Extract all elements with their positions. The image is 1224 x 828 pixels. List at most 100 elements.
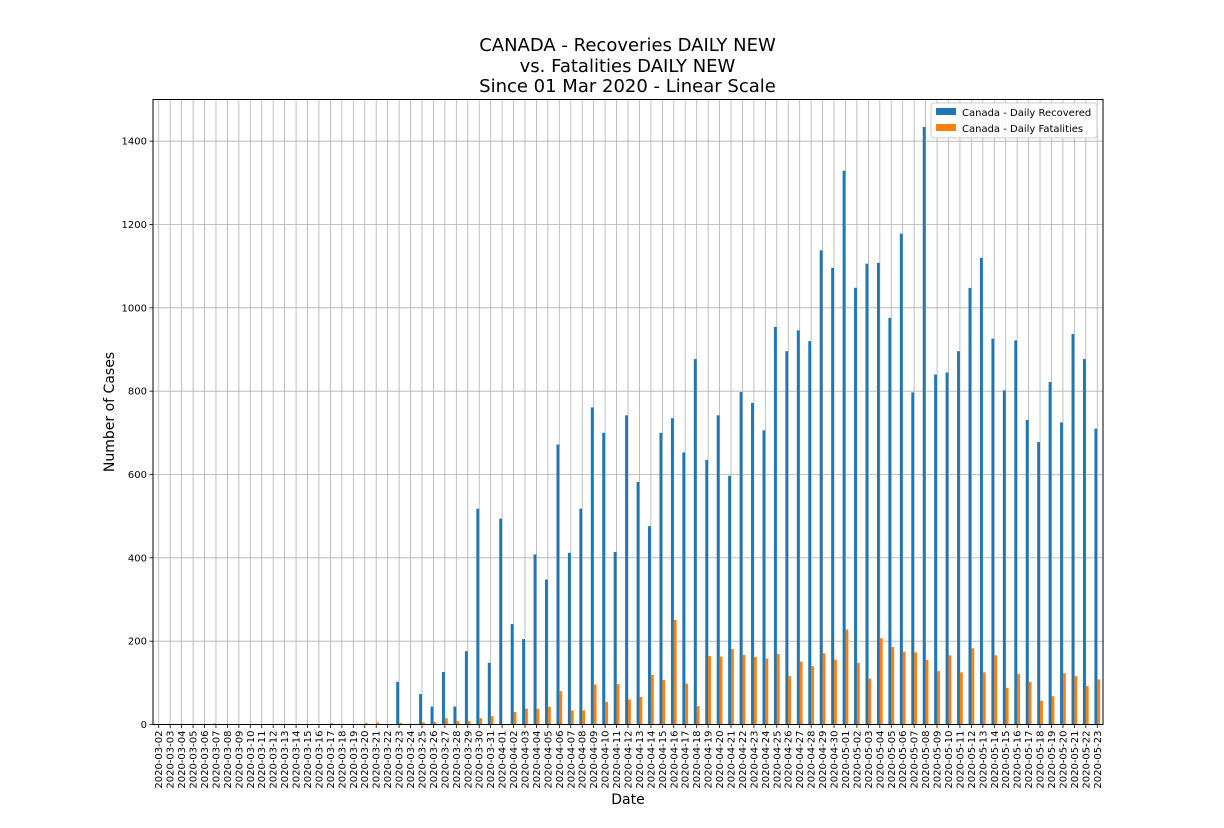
bar-fatalities xyxy=(914,652,918,725)
bar-recovered xyxy=(911,392,915,725)
bar-recovered xyxy=(934,374,938,725)
x-tick-label: 2020-03-16 xyxy=(314,731,325,789)
chart-title: CANADA - Recoveries DAILY NEW vs. Fatali… xyxy=(0,35,1224,98)
x-tick-label: 2020-04-22 xyxy=(738,731,749,789)
bar-recovered xyxy=(842,170,846,725)
legend-swatch-recovered xyxy=(936,108,956,115)
bar-recovered xyxy=(613,552,617,725)
bar-fatalities xyxy=(834,659,837,725)
bar-recovered xyxy=(670,418,674,725)
bar-recovered xyxy=(1002,390,1006,725)
bar-fatalities xyxy=(937,671,940,725)
bar-recovered xyxy=(556,444,560,725)
bar-fatalities xyxy=(868,678,872,725)
bar-fatalities xyxy=(330,723,334,725)
bar-recovered xyxy=(854,287,857,725)
y-tick-label: 200 xyxy=(128,637,147,648)
bar-fatalities xyxy=(467,721,471,725)
x-tick-label: 2020-04-10 xyxy=(601,731,612,789)
x-tick-label: 2020-03-19 xyxy=(349,731,360,789)
bar-recovered xyxy=(945,372,949,725)
bar-recovered xyxy=(693,359,697,725)
bar-fatalities xyxy=(1040,700,1043,725)
x-tick-label: 2020-04-07 xyxy=(566,731,577,789)
bar-recovered xyxy=(567,552,571,725)
bar-recovered xyxy=(773,327,777,725)
bar-fatalities xyxy=(982,672,986,725)
bar-fatalities xyxy=(685,683,689,725)
bar-fatalities xyxy=(902,651,906,725)
bar-recovered xyxy=(602,432,606,725)
chart-title-line-3: Since 01 Mar 2020 - Linear Scale xyxy=(479,76,776,97)
bar-recovered xyxy=(419,694,422,725)
bar-fatalities xyxy=(559,691,563,725)
bars xyxy=(213,127,1101,725)
bar-fatalities xyxy=(547,707,551,725)
x-tick-label: 2020-03-18 xyxy=(337,731,348,789)
bar-fatalities xyxy=(1028,682,1032,725)
x-tick-label: 2020-03-21 xyxy=(372,731,383,789)
bar-recovered xyxy=(796,330,800,725)
x-tick-label: 2020-03-22 xyxy=(383,731,394,789)
x-tick-label: 2020-05-21 xyxy=(1070,731,1081,789)
bar-recovered xyxy=(979,257,983,725)
x-tick-label: 2020-03-27 xyxy=(440,731,451,789)
bar-recovered xyxy=(762,430,766,725)
x-tick-label: 2020-04-29 xyxy=(818,731,829,789)
y-tick-label: 800 xyxy=(128,387,147,398)
bar-recovered xyxy=(831,267,835,725)
x-tick-label: 2020-05-02 xyxy=(852,731,863,789)
x-tick-label: 2020-04-16 xyxy=(669,731,680,789)
bar-recovered xyxy=(499,518,503,725)
bar-recovered xyxy=(510,624,514,725)
bar-recovered xyxy=(1060,422,1063,725)
bar-fatalities xyxy=(719,656,723,725)
x-tick-label: 2020-04-19 xyxy=(704,731,715,789)
x-tick-label: 2020-04-08 xyxy=(578,731,589,789)
x-tick-label: 2020-05-11 xyxy=(955,731,966,789)
x-tick-label: 2020-04-23 xyxy=(749,731,760,789)
bar-recovered xyxy=(396,682,400,725)
y-axis-label: Number of Cases xyxy=(102,352,118,472)
x-tick-label: 2020-04-04 xyxy=(532,731,543,789)
x-tick-label: 2020-03-17 xyxy=(326,731,337,789)
bar-fatalities xyxy=(1005,687,1009,725)
bar-recovered xyxy=(1037,442,1041,725)
bar-recovered xyxy=(476,508,480,725)
bar-fatalities xyxy=(1017,674,1021,725)
bar-recovered xyxy=(785,351,789,725)
bar-recovered xyxy=(522,639,525,725)
x-tick-label: 2020-04-27 xyxy=(795,731,806,789)
x-tick-label: 2020-03-11 xyxy=(257,731,268,789)
x-tick-label: 2020-04-28 xyxy=(807,731,818,789)
x-tick-label: 2020-04-18 xyxy=(692,731,703,789)
x-tick-label: 2020-05-05 xyxy=(887,731,898,789)
x-tick-label: 2020-03-25 xyxy=(417,731,428,789)
y-tick-label: 1200 xyxy=(122,220,147,231)
y-axis: 0 200 400 600 800 1000 1200 1400 xyxy=(122,137,153,731)
bar-recovered xyxy=(636,482,640,725)
legend: Canada - Daily Recovered Canada - Daily … xyxy=(930,102,1098,139)
bar-recovered xyxy=(876,262,880,725)
bar-fatalities xyxy=(513,712,517,725)
bar-fatalities xyxy=(845,629,849,725)
bar-fatalities xyxy=(856,662,860,725)
x-tick-label: 2020-05-08 xyxy=(921,731,932,789)
x-tick-label: 2020-04-09 xyxy=(589,731,600,789)
x-tick-label: 2020-04-13 xyxy=(635,731,646,789)
x-tick-label: 2020-04-01 xyxy=(498,731,509,789)
bar-recovered xyxy=(487,662,491,725)
bar-fatalities xyxy=(925,659,929,725)
x-tick-label: 2020-05-16 xyxy=(1013,731,1024,789)
x-tick-label: 2020-03-15 xyxy=(303,731,314,789)
bar-fatalities xyxy=(605,702,608,725)
x-tick-label: 2020-03-23 xyxy=(395,731,406,789)
x-tick-label: 2020-03-30 xyxy=(475,731,486,789)
bar-recovered xyxy=(453,706,457,725)
bar-recovered xyxy=(899,233,903,725)
bar-recovered xyxy=(1071,334,1075,725)
bar-fatalities xyxy=(822,653,826,725)
bar-recovered xyxy=(430,706,434,725)
y-tick-label: 400 xyxy=(128,553,147,564)
bar-fatalities xyxy=(662,679,666,725)
